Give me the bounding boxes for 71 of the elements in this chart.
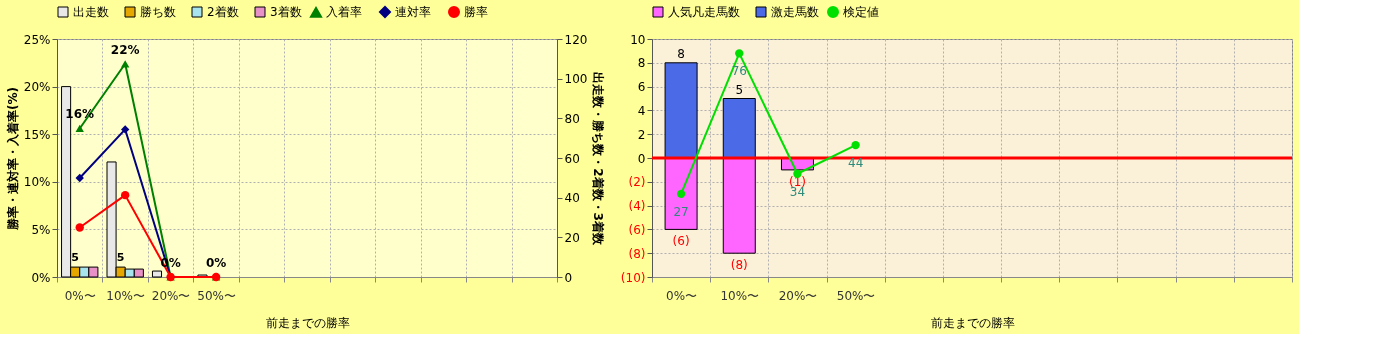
y2-tick-label: 0 [564, 270, 573, 285]
y-tick-label: 2 [637, 127, 646, 142]
x-axis-title: 前走までの勝率 [930, 315, 1015, 330]
y-tick-label: (4) [628, 199, 646, 214]
x-tick-label: 10%〜 [720, 288, 760, 303]
y2-tick-label: 60 [564, 151, 580, 166]
point [121, 125, 130, 134]
point [75, 124, 84, 133]
point [851, 140, 860, 150]
data-label: 5 [735, 82, 744, 97]
point [735, 49, 744, 58]
x-tick-label: 50%〜 [836, 288, 876, 303]
y-tick-label: 0 [637, 151, 646, 166]
point [676, 189, 686, 199]
y2-tick-label: 80 [564, 111, 580, 126]
y-tick-label: 5% [31, 222, 51, 237]
bar [722, 98, 756, 159]
y-tick-label: (6) [628, 222, 646, 237]
y-tick-label: 20% [23, 80, 51, 95]
y-tick-label: 8 [637, 56, 646, 71]
y-tick-label: (8) [628, 246, 646, 261]
y-tick-label: (10) [620, 270, 646, 285]
legend-label: 入着率 [326, 5, 362, 20]
y-tick-label: 10 [630, 32, 646, 47]
x-tick-label: 20%〜 [778, 288, 818, 303]
legend-label: 勝ち数 [140, 5, 176, 19]
x-tick-label: 0%〜 [666, 288, 698, 303]
y2-axis-title: 出走数・勝ち数・2着数・3着数 [591, 72, 606, 246]
data-label: (8) [730, 258, 748, 273]
data-label: (6) [672, 234, 690, 249]
data-label: 8 [677, 46, 685, 61]
legend-label: 人気凡走馬数 [668, 5, 740, 19]
data-label: 5 [71, 251, 80, 265]
legend-label: 2着数 [207, 5, 239, 19]
data-label: 22% [110, 42, 140, 57]
data-label: 44 [848, 156, 864, 171]
bar [151, 270, 163, 278]
bar [664, 62, 698, 159]
point [75, 223, 84, 232]
data-label: 76 [731, 64, 747, 79]
y2-tick-label: 20 [564, 230, 580, 245]
y-tick-label: 25% [23, 32, 51, 47]
legend-label: 連対率 [395, 5, 431, 19]
legend-label: 出走数 [73, 5, 109, 19]
y-tick-label: (2) [628, 175, 646, 190]
y2-tick-label: 100 [564, 72, 588, 87]
y2-tick-label: 120 [564, 32, 588, 47]
point [75, 173, 84, 183]
data-label: 0% [205, 256, 227, 270]
x-tick-label: 10%〜 [106, 288, 146, 303]
bar [722, 157, 756, 254]
y-axis-title: 勝率・連対率・入着率(%) [5, 87, 20, 231]
bar [664, 157, 698, 230]
data-label: 5 [116, 251, 125, 265]
legend-label: 3着数 [270, 5, 302, 19]
legend-label: 勝率 [464, 5, 488, 19]
x-tick-label: 0%〜 [64, 288, 96, 303]
y-tick-label: 6 [637, 80, 646, 95]
y-tick-label: 15% [23, 127, 51, 142]
point [121, 60, 130, 68]
y-tick-label: 0% [31, 270, 51, 285]
y2-tick-label: 40 [564, 191, 580, 206]
y-tick-label: 10% [23, 175, 51, 190]
y-tick-label: 4 [637, 103, 646, 118]
x-tick-label: 20%〜 [151, 288, 191, 303]
legend-label: 激走馬数 [771, 5, 819, 19]
x-axis-title: 前走までの勝率 [265, 315, 350, 330]
point [121, 190, 130, 200]
x-tick-label: 50%〜 [197, 288, 236, 303]
data-label: 27 [673, 204, 689, 219]
legend-label: 検定値 [843, 5, 879, 19]
